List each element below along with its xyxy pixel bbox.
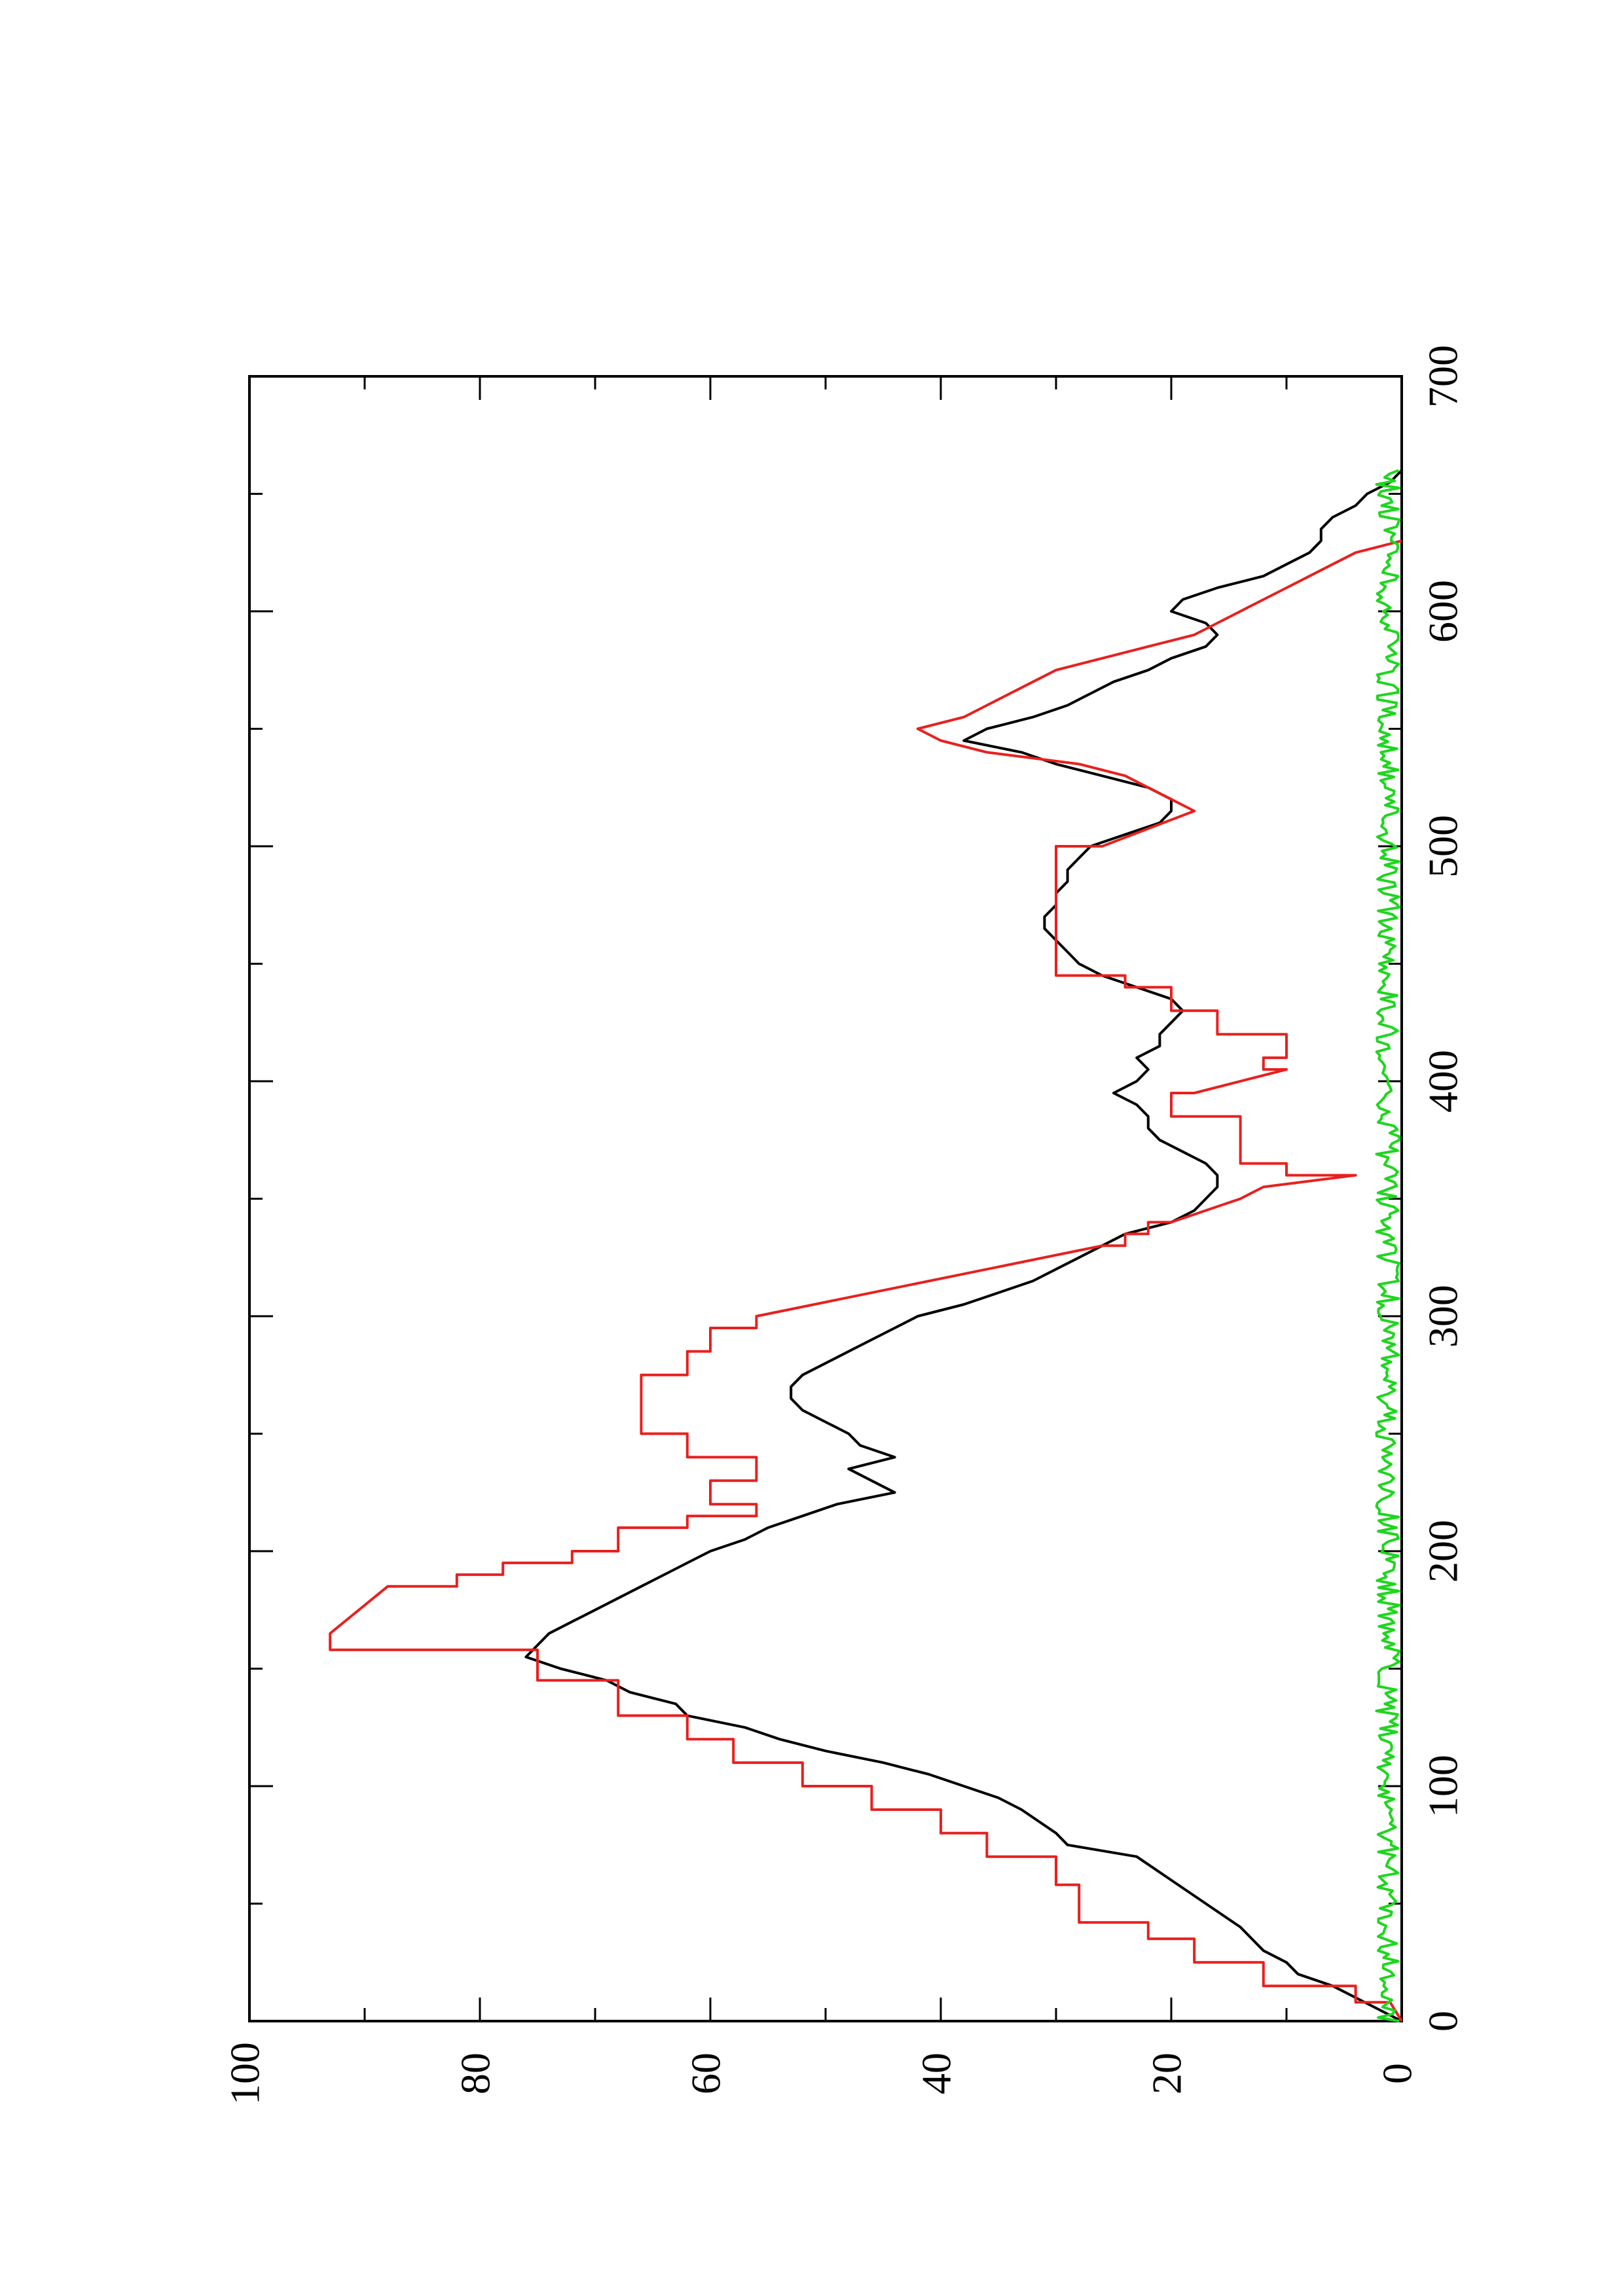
x-tick-label: 100 xyxy=(1420,1755,1467,1818)
y-tick-label: 60 xyxy=(683,2053,729,2094)
y-tick-label: 40 xyxy=(913,2053,960,2094)
series-line-1 xyxy=(524,469,1403,2022)
x-tick-label: 700 xyxy=(1420,345,1467,408)
series-line-2 xyxy=(329,539,1403,2022)
plot-border xyxy=(248,375,1403,2022)
x-tick-label: 300 xyxy=(1420,1285,1467,1348)
x-tick-label: 400 xyxy=(1420,1050,1467,1113)
x-tick-label: 600 xyxy=(1420,580,1467,643)
axis-ticks xyxy=(248,375,1403,2022)
x-tick-label: 500 xyxy=(1420,815,1467,878)
y-tick-label: 80 xyxy=(452,2053,499,2094)
x-tick-label: 200 xyxy=(1420,1520,1467,1583)
y-tick-label: 20 xyxy=(1144,2053,1190,2094)
series-layer xyxy=(329,469,1403,2022)
plot-frame xyxy=(248,375,1403,2022)
x-tick-label: 0 xyxy=(1420,2011,1467,2032)
y-tick-label: 100 xyxy=(222,2042,268,2105)
y-tick-label: 0 xyxy=(1374,2063,1421,2084)
series-line-3 xyxy=(1375,469,1401,2022)
tick-labels: 0 100 200 300 400 500 600 700 0 20 40 60 80 100 xyxy=(222,345,1467,2105)
